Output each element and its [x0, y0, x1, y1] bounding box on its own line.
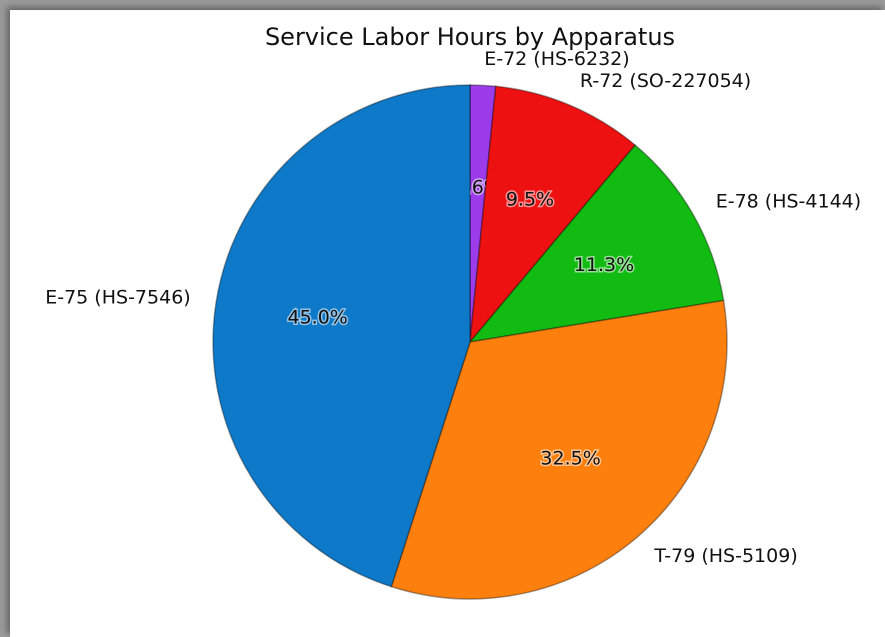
slice-label: E-75 (HS-7546) — [45, 287, 190, 309]
chart-title: Service Labor Hours by Apparatus — [265, 23, 675, 51]
percent-label: 11.3% — [574, 254, 634, 276]
percent-label: 45.0% — [287, 307, 347, 329]
pie-slice — [469, 84, 497, 343]
pie-slice — [390, 299, 728, 600]
pie-slice — [469, 85, 637, 345]
slice-label: T-79 (HS-5109) — [653, 545, 797, 567]
pie-slice — [212, 84, 471, 588]
slice-label: R-72 (SO-227054) — [580, 70, 751, 92]
pie-slice — [468, 144, 725, 344]
slice-label: E-72 (HS-6232) — [484, 48, 629, 70]
percent-label: 9.5% — [506, 188, 554, 210]
slice-label: E-78 (HS-4144) — [716, 191, 861, 213]
percent-label: 32.5% — [540, 447, 600, 469]
